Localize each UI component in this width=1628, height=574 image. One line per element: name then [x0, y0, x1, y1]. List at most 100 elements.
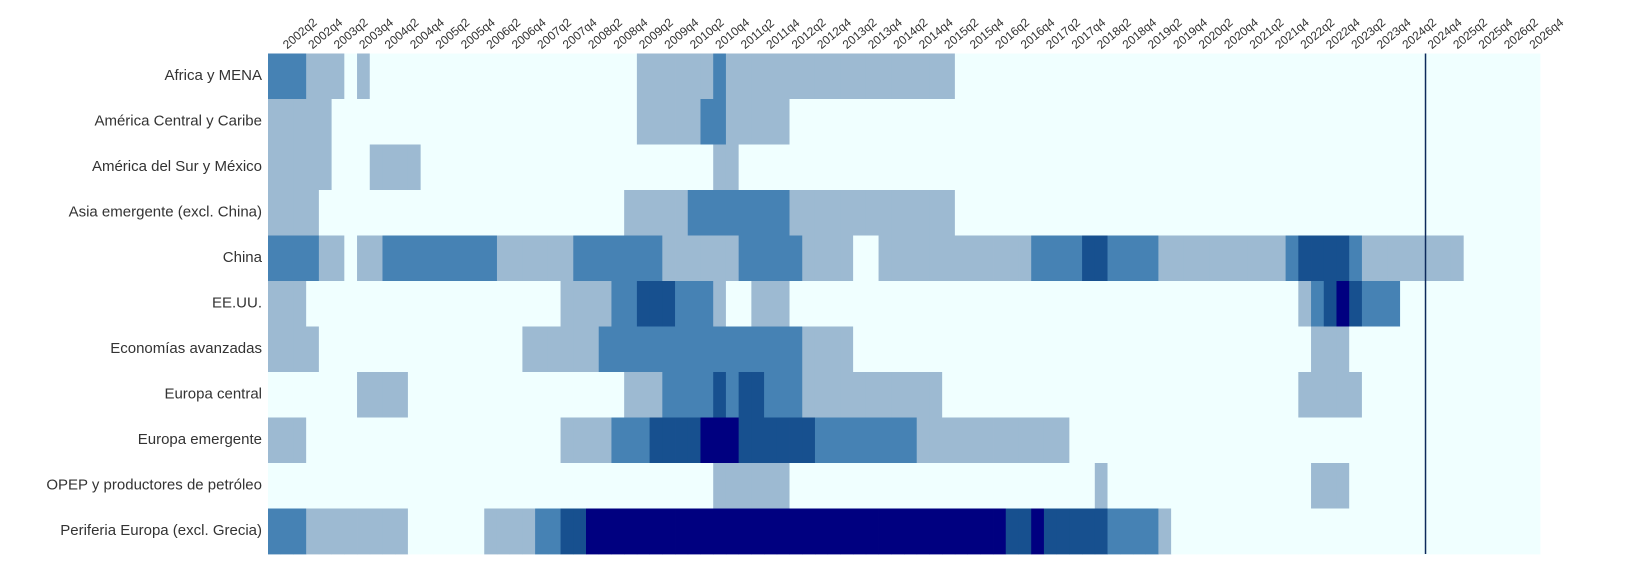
heatmap-cell	[878, 508, 892, 555]
heatmap-cell	[1298, 53, 1312, 100]
heatmap-cell	[535, 417, 549, 464]
heatmap-cell	[675, 372, 689, 418]
heatmap-cell	[306, 144, 320, 191]
heatmap-cell	[1514, 53, 1528, 100]
heatmap-cell	[954, 190, 968, 236]
heatmap-cell	[1489, 508, 1503, 555]
heatmap-cell	[675, 326, 689, 373]
heatmap-cell	[942, 53, 956, 100]
heatmap-cell	[1196, 326, 1210, 373]
heatmap-cell	[1489, 417, 1503, 464]
heatmap-cell	[1107, 99, 1121, 145]
heatmap-cell	[280, 144, 294, 191]
heatmap-cell	[586, 53, 600, 100]
heatmap-cell	[751, 372, 765, 418]
heatmap-cell	[802, 326, 816, 373]
heatmap-cell	[611, 190, 625, 236]
heatmap-cell	[586, 417, 600, 464]
heatmap-cell	[1285, 190, 1299, 236]
heatmap-cell	[980, 417, 994, 464]
heatmap-cell	[611, 281, 625, 327]
heatmap-cell	[980, 190, 994, 236]
heatmap-cell	[1438, 53, 1452, 100]
heatmap-cell	[878, 372, 892, 418]
heatmap-cell	[1031, 235, 1045, 282]
heatmap-cell	[420, 144, 434, 191]
heatmap-cell	[357, 99, 371, 145]
heatmap-cell	[1120, 508, 1134, 555]
heatmap-cell	[776, 281, 790, 327]
heatmap-cell	[1323, 235, 1337, 282]
heatmap-cell	[865, 326, 879, 373]
heatmap-cell	[1018, 508, 1032, 555]
heatmap-cell	[395, 144, 409, 191]
heatmap-cell	[1285, 235, 1299, 282]
heatmap-cell	[1336, 144, 1350, 191]
heatmap-cell	[1260, 417, 1274, 464]
heatmap-cell	[827, 190, 841, 236]
heatmap-cell	[446, 53, 460, 100]
heatmap-cell	[344, 190, 358, 236]
heatmap-cell	[802, 235, 816, 282]
heatmap-cell	[1196, 144, 1210, 191]
heatmap-cell	[827, 463, 841, 509]
heatmap-cell	[1285, 326, 1299, 373]
heatmap-cell	[268, 190, 282, 236]
heatmap-cell	[1171, 53, 1185, 100]
heatmap-cell	[1361, 235, 1376, 282]
heatmap-cell	[1527, 281, 1541, 327]
heatmap-cell	[1336, 281, 1350, 327]
heatmap-cell	[1107, 508, 1121, 555]
heatmap-cell	[891, 372, 905, 418]
heatmap-cell	[318, 372, 332, 418]
heatmap-cell	[1374, 281, 1388, 327]
heatmap-cell	[382, 190, 396, 236]
heatmap-cell	[904, 190, 918, 236]
heatmap-cell	[764, 190, 778, 236]
heatmap-cell	[802, 99, 816, 145]
heatmap-cell	[547, 372, 561, 418]
heatmap-cell	[458, 417, 472, 464]
heatmap-cell	[1094, 463, 1108, 509]
heatmap-cell	[1158, 508, 1172, 555]
heatmap-cell	[624, 281, 638, 327]
heatmap-cell	[382, 99, 396, 145]
heatmap-cell	[980, 99, 994, 145]
heatmap-cell	[713, 53, 727, 100]
heatmap-cell	[1005, 463, 1019, 509]
heatmap-cell	[1463, 235, 1477, 282]
heatmap-cell	[725, 281, 740, 327]
heatmap-cell	[369, 99, 383, 145]
heatmap-cell	[827, 417, 841, 464]
heatmap-cell	[776, 235, 790, 282]
heatmap-cell	[1209, 372, 1223, 418]
heatmap-cell	[573, 53, 587, 100]
heatmap-cell	[776, 463, 790, 509]
heatmap-cell	[789, 463, 803, 509]
heatmap-cell	[1349, 372, 1363, 418]
heatmap-cell	[1132, 417, 1147, 464]
heatmap-cell	[1069, 99, 1083, 145]
heatmap-cell	[382, 372, 396, 418]
heatmap-cell	[306, 235, 320, 282]
heatmap-cell	[738, 144, 752, 191]
heatmap-cell	[675, 508, 689, 555]
heatmap-cell	[1005, 281, 1019, 327]
heatmap-cell	[1247, 508, 1261, 555]
heatmap-cell	[331, 372, 345, 418]
heatmap-cell	[535, 53, 549, 100]
heatmap-cell	[1132, 326, 1147, 373]
heatmap-cell	[1247, 417, 1261, 464]
heatmap-cell	[764, 281, 778, 327]
heatmap-cell	[331, 99, 345, 145]
heatmap-cell	[1387, 326, 1401, 373]
heatmap-cell	[268, 281, 282, 327]
heatmap-cell	[1501, 235, 1515, 282]
heatmap-cell	[1285, 463, 1299, 509]
heatmap-cell	[1005, 235, 1019, 282]
heatmap-cell	[496, 281, 511, 327]
heatmap-cell	[458, 144, 472, 191]
heatmap-cell	[1323, 99, 1337, 145]
heatmap-cell	[700, 372, 714, 418]
heatmap-cell	[776, 99, 790, 145]
